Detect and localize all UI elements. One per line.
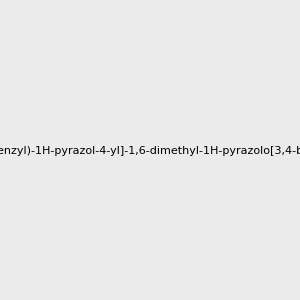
Text: N-[1-(2-chloro-6-fluorobenzyl)-1H-pyrazol-4-yl]-1,6-dimethyl-1H-pyrazolo[3,4-b]p: N-[1-(2-chloro-6-fluorobenzyl)-1H-pyrazo… — [0, 146, 300, 157]
